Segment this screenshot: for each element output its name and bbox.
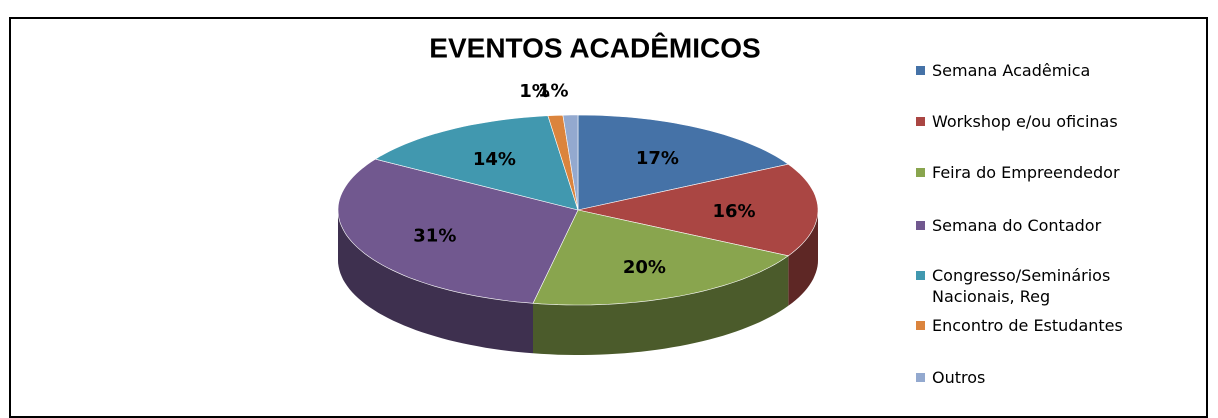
- data-label: 31%: [413, 226, 456, 247]
- data-label: 20%: [623, 257, 666, 278]
- legend-label: Semana Acadêmica: [932, 61, 1091, 80]
- legend-swatch: [916, 221, 925, 230]
- data-label: 14%: [473, 149, 516, 170]
- slice-side: [788, 210, 818, 306]
- legend-label: Feira do Empreendedor: [932, 163, 1120, 182]
- slice: [374, 115, 579, 211]
- slice-side: [338, 210, 533, 354]
- slice: [577, 163, 819, 257]
- slice-side: [533, 255, 789, 355]
- legend-swatch: [916, 168, 925, 177]
- legend-item: Semana Acadêmica: [916, 60, 1166, 81]
- legend-label: Congresso/Seminários Nacionais, Reg: [932, 266, 1111, 306]
- legend-item: Workshop e/ou oficinas: [916, 111, 1166, 132]
- legend-swatch: [916, 321, 925, 330]
- data-label: 16%: [712, 201, 755, 222]
- data-label: 17%: [636, 148, 679, 169]
- legend-item: Congresso/Seminários Nacionais, Reg: [916, 265, 1166, 307]
- chart-title: EVENTOS ACADÊMICOS: [429, 32, 760, 63]
- legend-label: Encontro de Estudantes: [932, 316, 1123, 335]
- legend-swatch: [916, 271, 925, 280]
- legend-item: Encontro de Estudantes: [916, 315, 1166, 336]
- legend-item: Feira do Empreendedor: [916, 162, 1166, 183]
- slice: [562, 114, 579, 211]
- legend-label: Outros: [932, 368, 986, 387]
- slice: [577, 114, 790, 211]
- legend-swatch: [916, 117, 925, 126]
- legend-label: Semana do Contador: [932, 216, 1102, 235]
- data-label: 1%: [538, 80, 569, 101]
- data-label: 1%: [519, 81, 550, 102]
- legend-item: Outros: [916, 367, 1166, 388]
- legend-item: Semana do Contador: [916, 215, 1166, 236]
- legend-label: Workshop e/ou oficinas: [932, 112, 1118, 131]
- slice: [532, 209, 790, 306]
- legend-swatch: [916, 373, 925, 382]
- legend-swatch: [916, 66, 925, 75]
